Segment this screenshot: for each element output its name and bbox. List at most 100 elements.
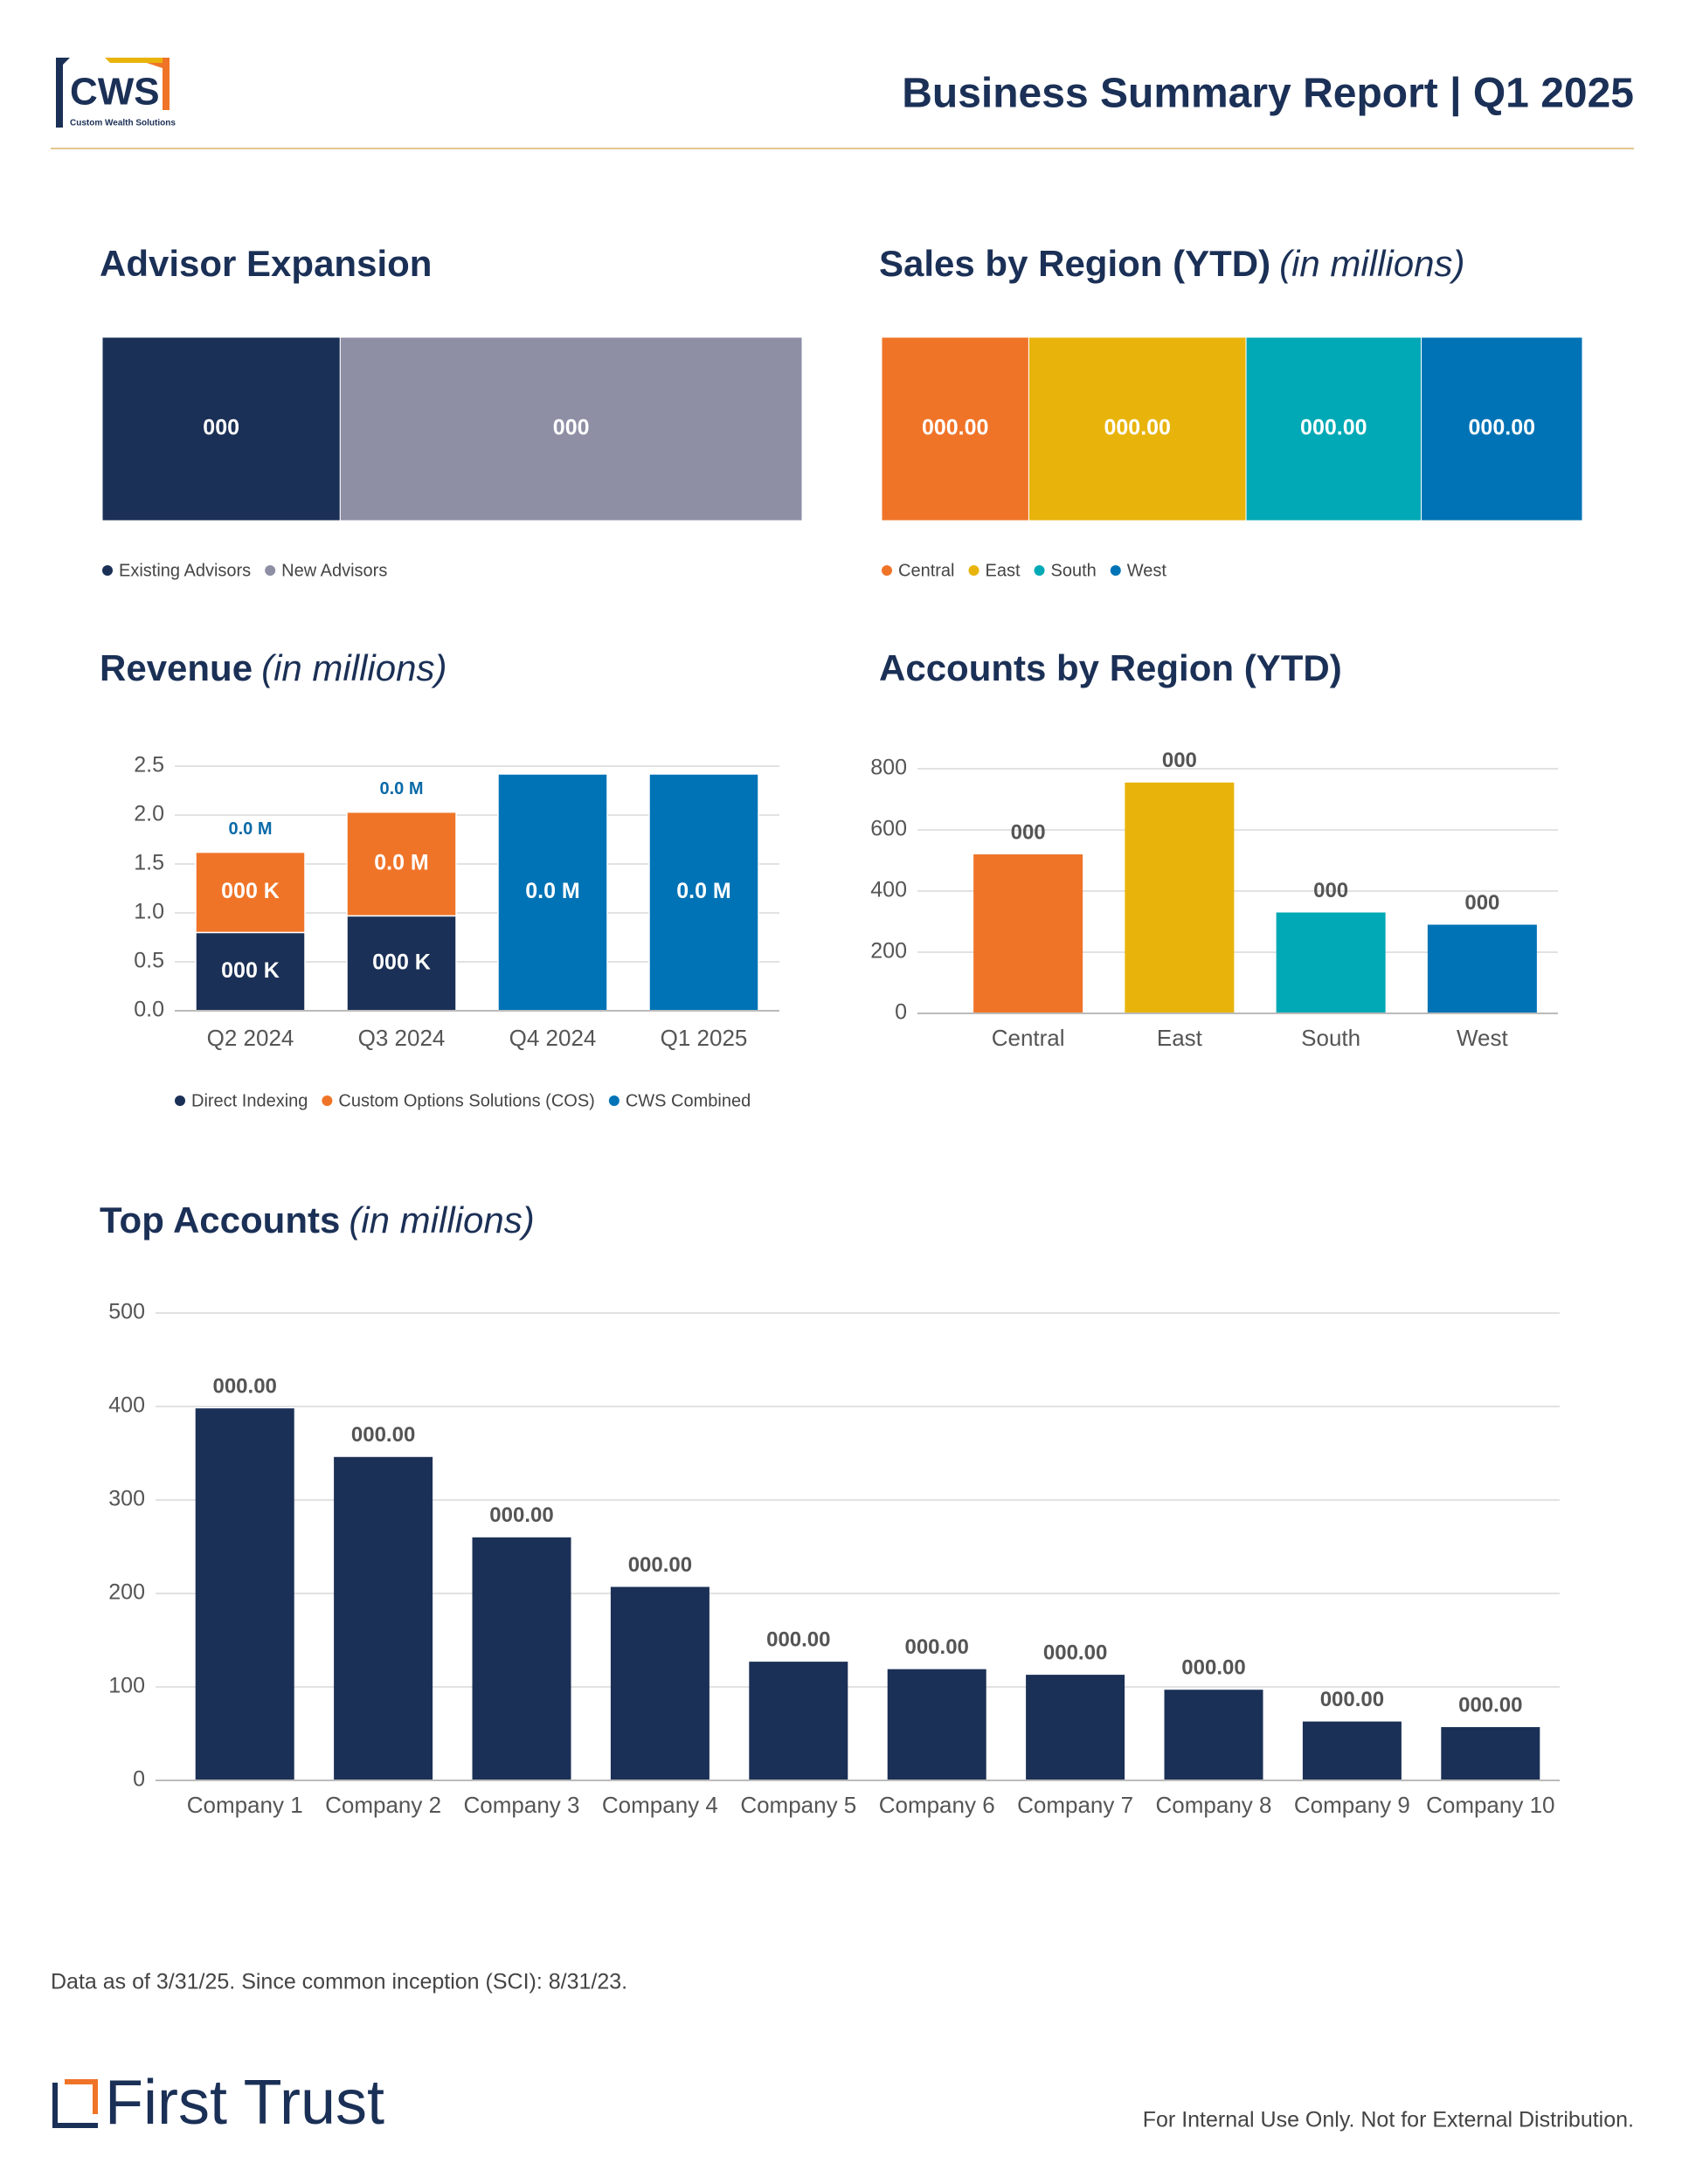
title-text: Revenue	[100, 647, 253, 688]
value-label: 000	[203, 416, 239, 440]
chart-title: Revenue (in millions)	[100, 647, 446, 688]
bar	[1125, 782, 1235, 1013]
bar	[749, 1662, 848, 1780]
title-text: Sales by Region (YTD)	[879, 243, 1270, 284]
value-label: 0.0 M	[525, 879, 580, 903]
chart-title: Top Accounts (in millions)	[100, 1199, 535, 1241]
brand-mark	[52, 2083, 98, 2128]
y-tick-label: 500	[108, 1300, 145, 1324]
x-tick-label: Company 4	[602, 1792, 718, 1818]
legend-marker	[882, 565, 892, 576]
value-label: 000 K	[221, 879, 280, 903]
y-tick-label: 600	[870, 817, 907, 841]
x-tick-label: Central	[992, 1025, 1065, 1051]
value-label: 000.00	[1043, 1641, 1107, 1664]
bar	[973, 854, 1083, 1013]
legend-marker	[608, 1095, 620, 1106]
bar	[1164, 1690, 1263, 1780]
x-tick-label: Company 2	[325, 1792, 441, 1818]
x-tick-label: Q1 2025	[661, 1025, 748, 1051]
value-label: 000.00	[628, 1553, 692, 1577]
total-label: 0.0 M	[228, 819, 272, 839]
x-tick-label: Company 6	[879, 1792, 995, 1818]
logo: CWS Custom Wealth Solutions	[56, 58, 176, 128]
y-tick-label: 0.0	[134, 998, 164, 1022]
legend-label: Central	[898, 561, 954, 580]
bar-segment	[648, 773, 759, 1012]
bar	[1441, 1727, 1540, 1780]
logo-mark	[131, 58, 170, 110]
legend-marker	[968, 565, 979, 576]
x-tick-label: Q2 2024	[207, 1025, 294, 1051]
value-label: 000.00	[766, 1628, 830, 1651]
bar	[1276, 912, 1386, 1013]
report-title: Business Summary Report | Q1 2025	[902, 71, 1634, 117]
bar-segment	[346, 915, 457, 1012]
legend-label: New Advisors	[281, 561, 387, 580]
value-label: 000.00	[1458, 1693, 1522, 1717]
value-label: 000.00	[351, 1423, 415, 1447]
bar-segment	[1421, 336, 1583, 522]
title-text: Top Accounts	[100, 1199, 340, 1241]
x-tick-label: Q3 2024	[358, 1025, 446, 1051]
bar	[1026, 1675, 1125, 1780]
value-label: 000 K	[372, 950, 431, 974]
x-tick-label: Q4 2024	[509, 1025, 597, 1051]
value-label: 000	[553, 416, 590, 440]
logo-mark	[56, 58, 70, 128]
value-label: 000.00	[212, 1374, 276, 1398]
value-label: 0.0 M	[676, 879, 731, 903]
footnote: Data as of 3/31/25. Since common incepti…	[51, 1970, 627, 1994]
legend-label: Existing Advisors	[119, 561, 251, 580]
value-label: 000.00	[922, 416, 988, 440]
y-tick-label: 0	[133, 1767, 145, 1792]
value-label: 000	[1162, 749, 1197, 772]
legend-marker	[102, 565, 113, 576]
x-tick-label: Company 3	[464, 1792, 580, 1818]
y-tick-label: 0.5	[134, 949, 164, 973]
y-tick-label: 800	[870, 756, 907, 780]
legend-marker	[1034, 565, 1045, 576]
x-tick-label: Company 5	[740, 1792, 856, 1818]
x-tick-label: Company 10	[1426, 1792, 1554, 1818]
x-tick-label: East	[1157, 1025, 1203, 1051]
chart-title: Advisor Expansion	[100, 243, 432, 284]
bar	[1302, 1721, 1402, 1780]
value-label: 000.00	[1300, 416, 1367, 440]
y-tick-label: 2.5	[134, 753, 164, 778]
value-label: 000	[1464, 891, 1499, 915]
legend-label: East	[985, 561, 1020, 580]
legend-label: West	[1127, 561, 1167, 580]
y-tick-label: 100	[108, 1674, 145, 1698]
y-tick-label: 1.5	[134, 851, 164, 875]
logo-mark	[105, 58, 163, 63]
bar-segment	[497, 773, 608, 1012]
value-label: 000.00	[1469, 416, 1535, 440]
x-tick-label: Company 8	[1156, 1792, 1272, 1818]
value-label: 000	[1313, 879, 1348, 902]
y-tick-label: 0	[895, 1000, 907, 1025]
legend-marker	[1110, 565, 1121, 576]
x-tick-label: Company 7	[1017, 1792, 1133, 1818]
disclaimer: For Internal Use Only. Not for External …	[1143, 2108, 1634, 2132]
x-tick-label: Company 9	[1294, 1792, 1410, 1818]
legend-label: Direct Indexing	[191, 1091, 308, 1110]
value-label: 000.00	[904, 1635, 968, 1659]
bar-segment	[339, 336, 803, 522]
legend-marker	[265, 565, 276, 576]
legend-label: CWS Combined	[626, 1091, 751, 1110]
legend-marker	[175, 1095, 185, 1106]
y-tick-label: 2.0	[134, 802, 164, 826]
chart-title: Sales by Region (YTD) (in millions)	[879, 243, 1464, 284]
y-tick-label: 1.0	[134, 900, 164, 924]
bar	[195, 1408, 294, 1780]
bar-segment	[1028, 336, 1247, 522]
chart-subtitle: (in millions)	[1279, 243, 1464, 284]
chart-subtitle: (in millions)	[349, 1199, 534, 1241]
logo-text: CWS	[70, 71, 160, 114]
legend-marker	[322, 1095, 333, 1106]
x-tick-label: Company 1	[187, 1792, 303, 1818]
value-label: 000.00	[1104, 416, 1170, 440]
